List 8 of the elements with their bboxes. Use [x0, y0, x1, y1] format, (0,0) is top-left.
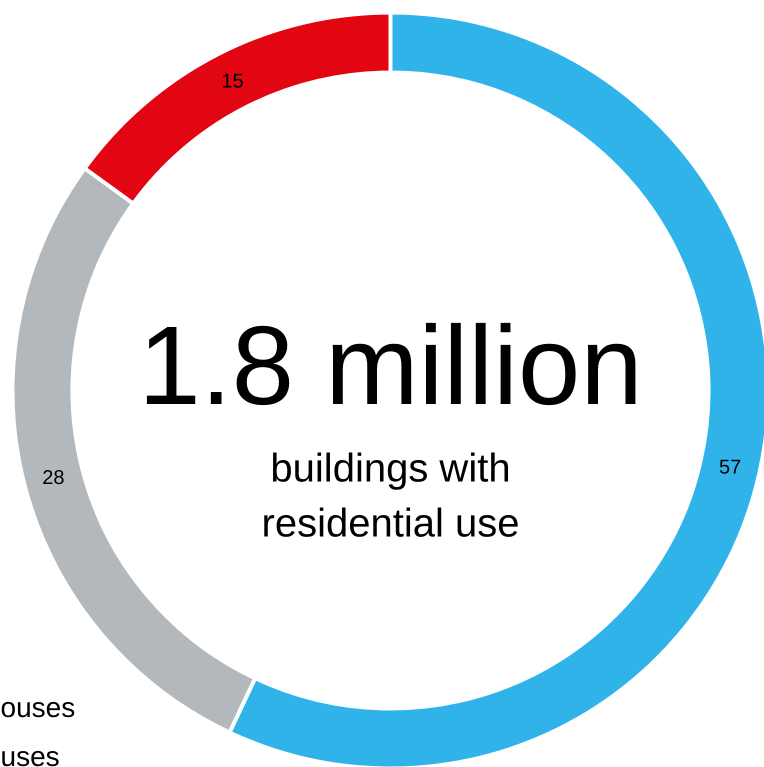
text: buildings with [270, 446, 511, 490]
data-label: 28 [42, 467, 65, 490]
text: residential use [262, 502, 520, 546]
text: uses [0, 741, 60, 767]
data-label: 15 [221, 70, 244, 92]
text: 1.8 million [138, 303, 643, 428]
data-label: 57 [718, 456, 742, 478]
text: ouses [0, 692, 76, 723]
